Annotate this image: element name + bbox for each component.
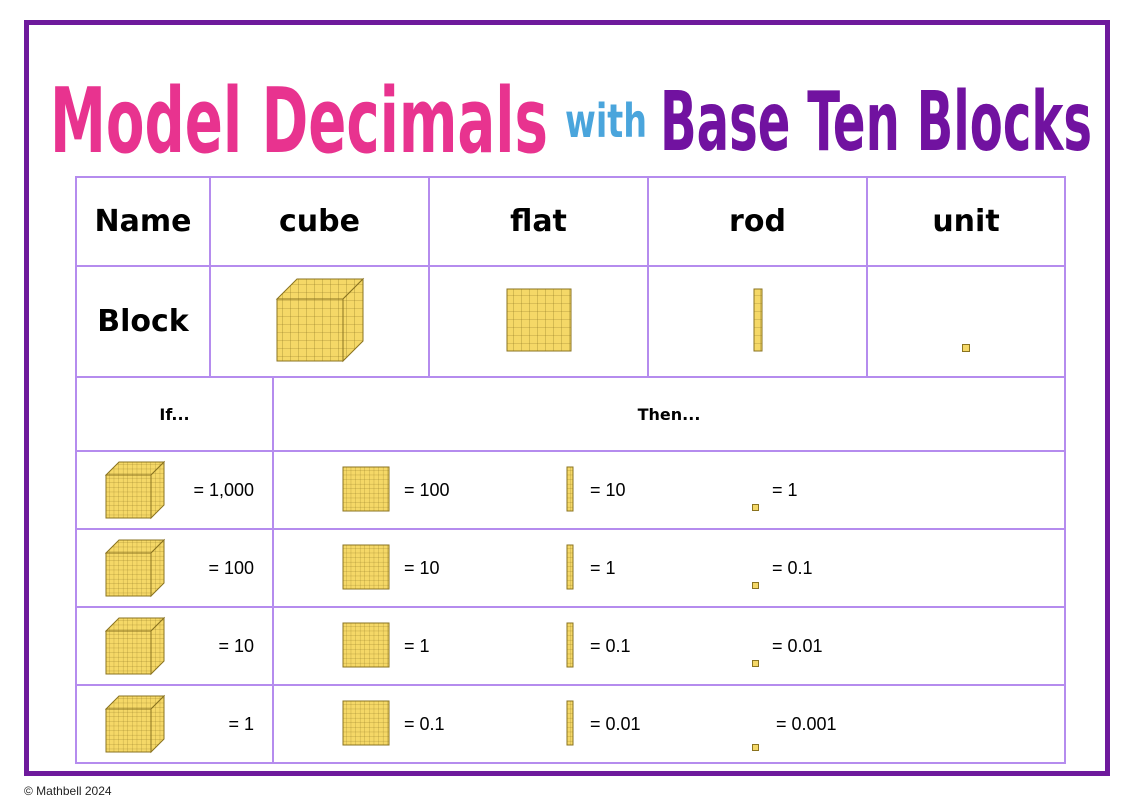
cube-icon — [105, 616, 165, 676]
cube-icon — [105, 538, 165, 598]
flat-icon — [342, 544, 390, 590]
cube-value: = 100 — [208, 558, 254, 578]
rod-value: = 0.1 — [590, 636, 631, 656]
if-header: If... — [75, 376, 274, 452]
flat-block-cell — [428, 265, 649, 378]
unit-icon — [752, 660, 759, 667]
unit-value: = 0.001 — [776, 714, 837, 734]
table-row: = 10 = 1 = 0.1 = 0.01 — [75, 606, 1066, 686]
cube-block-cell — [209, 265, 430, 378]
title-part-3: Base Ten Blocks — [660, 75, 1092, 170]
then-header: Then... — [272, 376, 1066, 452]
rod-icon — [566, 466, 574, 512]
unit-block-cell — [866, 265, 1066, 378]
table-row: = 1,000 = 100 = 10 = 1 — [75, 450, 1066, 530]
flat-value: = 0.1 — [404, 714, 445, 734]
block-names-table: Name cube flat rod unit Block — [75, 176, 1066, 378]
title-part-1: Model Decimals — [50, 69, 548, 172]
copyright-notice: © Mathbell 2024 — [24, 784, 112, 798]
unit-value: = 1 — [772, 480, 798, 500]
cube-value: = 1,000 — [193, 480, 254, 500]
cube-block-image — [275, 277, 364, 362]
cube-icon — [105, 694, 165, 754]
rod-icon — [566, 622, 574, 668]
if-then-table: If... Then... = 1,000 = 100 = 10 = 1 — [75, 376, 1066, 764]
page-frame — [24, 20, 1110, 776]
rod-icon — [566, 700, 574, 746]
flat-value: = 10 — [404, 558, 440, 578]
unit-value: = 0.01 — [772, 636, 823, 656]
unit-block-image — [962, 343, 970, 352]
cube-value: = 10 — [218, 636, 254, 656]
flat-icon — [342, 466, 390, 512]
unit-icon — [752, 504, 759, 511]
flat-block-image — [506, 288, 571, 351]
cube-value: = 1 — [228, 714, 254, 734]
flat-value: = 100 — [404, 480, 450, 500]
column-flat-header: flat — [428, 176, 649, 267]
rod-value: = 1 — [590, 558, 616, 578]
title-part-2: with — [565, 94, 647, 148]
unit-icon — [752, 744, 759, 751]
rod-block-cell — [647, 265, 868, 378]
flat-icon — [342, 622, 390, 668]
page-title: Model Decimals with Base Ten Blocks — [0, 32, 1140, 172]
table-row: = 1 = 0.1 = 0.01 = 0.001 — [75, 684, 1066, 764]
rod-value: = 10 — [590, 480, 626, 500]
flat-icon — [342, 700, 390, 746]
unit-value: = 0.1 — [772, 558, 813, 578]
name-header: Name — [75, 176, 211, 267]
table-row: = 100 = 10 = 1 = 0.1 — [75, 528, 1066, 608]
rod-block-image — [753, 288, 762, 351]
column-unit-header: unit — [866, 176, 1066, 267]
flat-value: = 1 — [404, 636, 430, 656]
column-cube-header: cube — [209, 176, 430, 267]
rod-value: = 0.01 — [590, 714, 641, 734]
column-rod-header: rod — [647, 176, 868, 267]
unit-icon — [752, 582, 759, 589]
rod-icon — [566, 544, 574, 590]
cube-icon — [105, 460, 165, 520]
block-row-label: Block — [75, 265, 211, 378]
